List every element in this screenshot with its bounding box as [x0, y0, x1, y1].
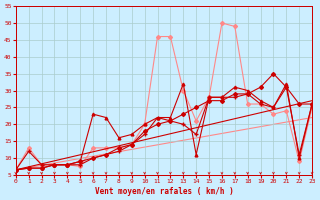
X-axis label: Vent moyen/en rafales ( km/h ): Vent moyen/en rafales ( km/h ) [95, 187, 233, 196]
